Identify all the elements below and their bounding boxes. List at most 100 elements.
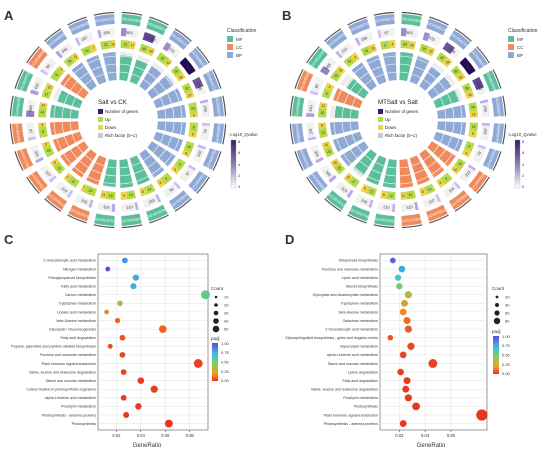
grid-circle — [333, 55, 463, 185]
gene-count-bar — [192, 76, 204, 89]
classification-legend-b: Classification MF CC BP — [508, 28, 538, 58]
up-count-label: 22 — [104, 43, 108, 47]
down-bar — [57, 65, 66, 74]
go-class-segment — [202, 70, 220, 92]
up-count-label: 90 — [174, 70, 178, 74]
down-count-label: 12 — [401, 194, 405, 198]
go-class-segment — [146, 204, 168, 222]
down-bar — [188, 130, 198, 138]
count-track — [26, 122, 37, 141]
legend-title: Classification — [508, 28, 538, 34]
down-bar — [189, 112, 198, 118]
qvalue-tick: 4 — [522, 162, 525, 167]
count-legend-dot — [495, 295, 499, 299]
rich-factor-bar — [86, 155, 107, 186]
down-bar — [360, 183, 370, 194]
scale-ring — [174, 198, 192, 212]
scale-ring — [324, 28, 342, 42]
down-bar — [350, 52, 360, 62]
go-class-segment — [202, 148, 220, 170]
down-count-label: 7 — [83, 186, 85, 190]
down-count-label: 17 — [131, 44, 135, 48]
scale-ring — [93, 11, 115, 16]
down-bar — [175, 72, 186, 82]
up-bar — [38, 107, 47, 118]
down-bar — [461, 148, 472, 158]
gene-count-label: 192 — [197, 150, 203, 157]
down-count-label: 15 — [47, 86, 51, 90]
count-track — [97, 201, 116, 212]
down-bar — [324, 82, 335, 92]
scale-ring — [14, 151, 24, 171]
scale-ring — [212, 151, 222, 171]
gene-count-bar — [111, 203, 116, 212]
up-count-label: 80 — [454, 69, 458, 73]
rich-factor-bar — [139, 65, 162, 91]
go-class-segment — [45, 30, 68, 50]
down-count-label: 25 — [410, 44, 414, 48]
rich-factor-bar — [139, 149, 165, 178]
gene-count-label: 688 — [325, 63, 332, 70]
up-bar — [156, 52, 170, 65]
panel-d-letter: D — [285, 232, 294, 247]
go-class-segment — [308, 170, 328, 193]
down-bar — [368, 43, 377, 53]
up-count-label: 8 — [42, 130, 44, 134]
up-count-label: 23 — [327, 150, 331, 154]
go-class-segment — [325, 30, 348, 50]
gene-count-label: 340 — [61, 47, 68, 54]
scale-ring — [121, 224, 143, 229]
x-tick-label: 0.04 — [137, 433, 146, 438]
center-disc — [358, 80, 438, 160]
go-term-label: GO:0016052 — [486, 148, 498, 169]
center-key-swatch — [98, 133, 103, 138]
gene-count-bar — [477, 144, 486, 150]
count-legend-label: 80 — [505, 319, 510, 324]
up-bar — [461, 82, 473, 94]
down-count-label: 4 — [329, 85, 331, 89]
scale-ring — [294, 69, 304, 89]
down-bar — [129, 41, 136, 50]
gene-count-label: 583 — [126, 31, 133, 36]
gene-count-bar — [155, 194, 162, 203]
gene-count-label: 309 — [313, 150, 319, 157]
center-key-swatch — [98, 117, 103, 122]
count-legend-label: 10 — [224, 295, 229, 300]
up-bar — [405, 190, 416, 200]
count-legend-label: 60 — [505, 311, 510, 316]
rich-factor-bar — [86, 54, 107, 85]
down-count-label: 9 — [123, 194, 125, 198]
scale-ring — [67, 214, 87, 224]
pathway-dot — [132, 274, 140, 281]
gene-count-label: 688 — [29, 105, 34, 112]
pathway-dot — [476, 409, 488, 421]
down-bar — [44, 82, 55, 93]
count-legend-label: 30 — [224, 311, 229, 316]
down-bar — [318, 122, 327, 129]
count-legend-label: 40 — [224, 319, 229, 324]
go-term-label: GO:0004553 — [121, 217, 142, 224]
count-legend-dot — [213, 310, 219, 316]
down-bar — [89, 43, 97, 53]
gene-count-bar — [319, 65, 331, 76]
up-bar — [100, 40, 112, 50]
padj-legend-title: padj — [492, 329, 501, 334]
scale-ring — [44, 28, 62, 42]
scale-ring — [306, 176, 320, 194]
center-key-swatch — [378, 109, 383, 114]
rich-factor-bar — [129, 59, 148, 85]
gene-count-bar — [335, 50, 343, 59]
down-bar — [419, 187, 427, 197]
panel-d: D 0.02 0.04 0.06 Diterpenoid biosynthesis Fr… — [285, 232, 511, 449]
down-count-label: 4 — [465, 151, 467, 155]
pathway-label: Photosynthesis - antenna proteins — [42, 413, 97, 417]
count-legend-dot — [493, 317, 501, 325]
scale-ring — [44, 198, 62, 212]
go-term-label: GO:0016052 — [215, 123, 222, 144]
gene-count-bar — [306, 112, 315, 118]
scale-ring — [429, 214, 449, 224]
gene-count-bar — [472, 76, 484, 91]
pathway-label: Fructose and mannose metabolism — [322, 267, 378, 271]
down-count-label: 5 — [174, 168, 176, 172]
